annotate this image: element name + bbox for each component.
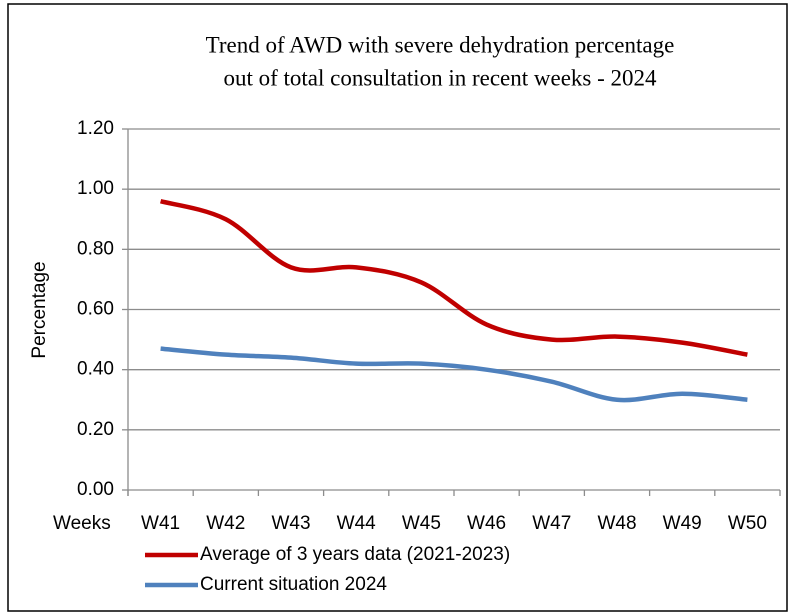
chart-title: out of total consultation in recent week… — [223, 65, 657, 90]
x-axis-label: Weeks — [53, 513, 111, 534]
legend-label: Average of 3 years data (2021-2023) — [200, 544, 510, 565]
x-tick-label: W45 — [402, 513, 441, 534]
x-tick-label: W43 — [271, 513, 310, 534]
x-tick-label: W44 — [337, 513, 377, 534]
x-tick-label: W47 — [532, 513, 571, 534]
x-tick-label: W50 — [728, 513, 767, 534]
x-tick-label: W41 — [141, 513, 180, 534]
y-tick-label: 0.60 — [77, 299, 114, 320]
chart-title: Trend of AWD with severe dehydration per… — [206, 32, 675, 57]
x-tick-label: W49 — [663, 513, 702, 534]
y-tick-label: 1.00 — [77, 178, 114, 199]
x-tick-label: W42 — [206, 513, 245, 534]
x-tick-label: W46 — [467, 513, 506, 534]
series-line — [160, 346, 748, 403]
y-tick-label: 0.40 — [77, 359, 114, 380]
y-tick-label: 0.80 — [77, 238, 114, 259]
y-tick-label: 0.00 — [77, 479, 114, 500]
x-tick-label: W48 — [597, 513, 636, 534]
y-axis-label: Percentage — [29, 261, 50, 358]
legend-label: Current situation 2024 — [200, 574, 387, 595]
y-tick-label: 0.20 — [77, 419, 114, 440]
y-tick-label: 1.20 — [77, 118, 114, 139]
chart-frame — [7, 3, 788, 612]
series-line — [160, 199, 748, 357]
